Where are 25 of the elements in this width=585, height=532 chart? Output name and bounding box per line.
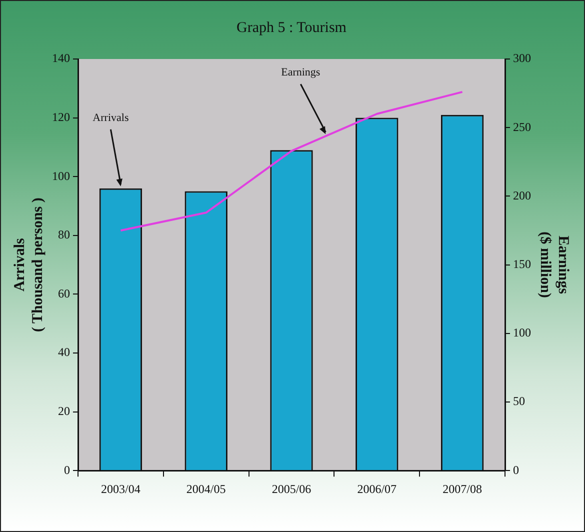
x-tick-label: 2007/08 bbox=[442, 482, 482, 496]
y-axis-title: Arrivals ( Thousand persons ) bbox=[12, 198, 46, 332]
text: Earnings bbox=[281, 66, 320, 78]
y2-tick-label: 300 bbox=[513, 51, 531, 66]
y-tick-label: 20 bbox=[58, 404, 70, 418]
y-tick-label: 60 bbox=[58, 286, 70, 300]
y2-tick-label: 100 bbox=[513, 326, 531, 340]
y2-tick-label: 250 bbox=[513, 120, 531, 134]
x-tick-label: 2006/07 bbox=[357, 482, 397, 496]
y-tick-label: 0 bbox=[64, 462, 70, 477]
y-tick-label: 40 bbox=[58, 345, 70, 360]
y2-tick-label: 0 bbox=[513, 462, 519, 477]
y2-axis-title: Earnings ($ million) bbox=[537, 232, 572, 298]
text: Arrivals bbox=[92, 112, 129, 124]
x-tick-label: 2004/05 bbox=[186, 482, 226, 496]
y-tick-label: 80 bbox=[58, 228, 70, 242]
y2-tick-label: 150 bbox=[513, 256, 531, 271]
y-tick-label: 100 bbox=[52, 168, 70, 183]
y-tick-label: 140 bbox=[52, 51, 70, 66]
y2-tick-label: 200 bbox=[513, 188, 531, 202]
chart-title: Graph 5 : Tourism bbox=[236, 20, 347, 36]
x-tick-label: 2005/06 bbox=[272, 482, 312, 496]
y2-tick-label: 50 bbox=[513, 394, 525, 408]
y-tick-label: 120 bbox=[52, 110, 70, 124]
x-tick-label: 2003/04 bbox=[101, 482, 140, 496]
